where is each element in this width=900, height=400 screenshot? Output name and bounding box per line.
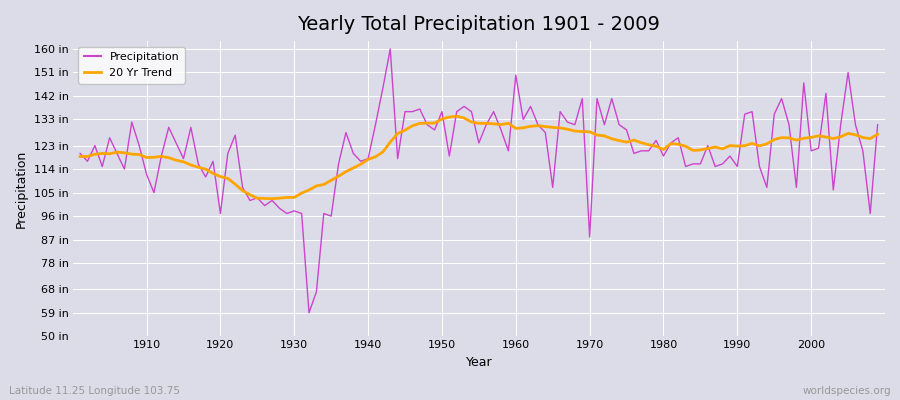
Text: worldspecies.org: worldspecies.org: [803, 386, 891, 396]
X-axis label: Year: Year: [465, 356, 492, 369]
Title: Yearly Total Precipitation 1901 - 2009: Yearly Total Precipitation 1901 - 2009: [297, 15, 661, 34]
Legend: Precipitation, 20 Yr Trend: Precipitation, 20 Yr Trend: [78, 47, 184, 84]
Y-axis label: Precipitation: Precipitation: [15, 150, 28, 228]
Text: Latitude 11.25 Longitude 103.75: Latitude 11.25 Longitude 103.75: [9, 386, 180, 396]
